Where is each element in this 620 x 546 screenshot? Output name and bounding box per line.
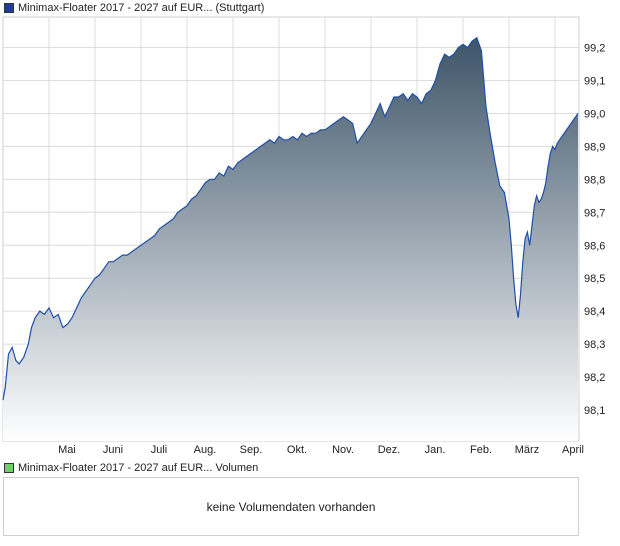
y-tick-label: 98,5 [584,273,605,285]
y-tick-label: 99,2 [584,43,605,55]
price-legend-swatch [4,3,14,13]
price-area-fill [3,37,578,441]
price-chart: 98,1 98,2 98,3 98,4 98,5 98,6 98,7 98,8 98,9 99,0… [2,16,605,456]
volume-panel: keine Volumendaten vorhanden [3,477,579,536]
y-tick-label: 98,3 [584,339,605,351]
y-tick-label: 99,0 [584,108,605,120]
x-axis-tick-labels: Mai Juni Juli Aug. Sep. Okt. Nov. Dez. Jan. Feb. M… [58,444,584,456]
volume-empty-message: keine Volumendaten vorhanden [206,499,376,514]
y-tick-label: 98,8 [584,174,605,186]
volume-legend-label: Minimax-Floater 2017 - 2027 auf EUR... V… [18,462,259,474]
volume-legend: Minimax-Floater 2017 - 2027 auf EUR... V… [4,461,258,475]
x-tick-label: Okt. [287,444,307,456]
y-tick-label: 98,1 [584,405,605,417]
x-tick-label: Aug. [194,444,217,456]
x-tick-label: Juni [103,444,123,456]
price-legend: Minimax-Floater 2017 - 2027 auf EUR... (… [4,1,264,15]
y-tick-label: 98,6 [584,240,605,252]
price-legend-label: Minimax-Floater 2017 - 2027 auf EUR... (… [18,2,265,14]
y-axis-tick-labels: 98,1 98,2 98,3 98,4 98,5 98,6 98,7 98,8 98,9 99,0… [584,43,605,417]
x-tick-label: Sep. [240,444,263,456]
x-tick-label: Dez. [378,444,401,456]
x-tick-label: März [515,444,539,456]
x-tick-label: Mai [58,444,76,456]
y-tick-label: 98,7 [584,207,605,219]
x-tick-label: Feb. [470,444,492,456]
y-tick-label: 99,1 [584,76,605,88]
x-tick-label: Nov. [332,444,354,456]
volume-legend-swatch [4,463,14,473]
x-tick-label: April [562,444,584,456]
y-tick-label: 98,4 [584,306,605,318]
y-tick-label: 98,2 [584,372,605,384]
x-tick-label: Juli [151,444,168,456]
price-series-line [2,36,579,401]
x-tick-label: Jan. [425,444,446,456]
y-tick-label: 98,9 [584,141,605,153]
